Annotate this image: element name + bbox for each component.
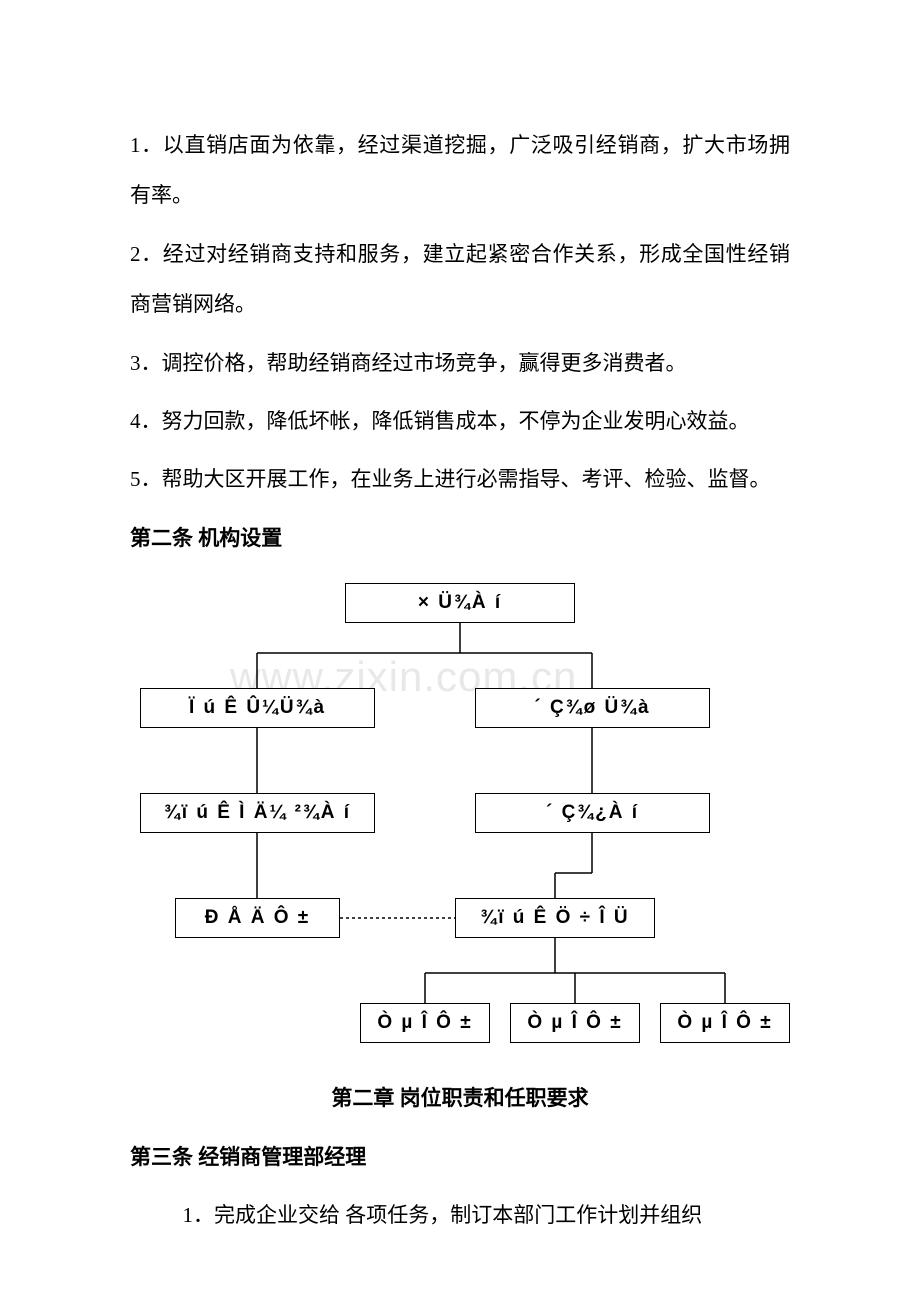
article-2-heading: 第二条 机构设置 [130, 513, 790, 563]
chart-node-l2a: Ï ú Ê Û¼Ü¾à [140, 688, 375, 728]
chart-node-l3b: ´ Ç¾¿À í [475, 793, 710, 833]
chart-node-top: × Ü¾À í [345, 583, 575, 623]
paragraph-2: 2．经过对经销商支持和服务，建立起紧密合作关系，形成全国性经销商营销网络。 [130, 229, 790, 330]
paragraph-3: 3．调控价格，帮助经销商经过市场竞争，赢得更多消费者。 [130, 338, 790, 388]
org-chart: www.zixin.com.cn × Ü¾À íÏ ú Ê Û¼Ü¾à´ Ç¾ø… [130, 583, 790, 1053]
paragraph-5: 5．帮助大区开展工作，在业务上进行必需指导、考评、检验、监督。 [130, 454, 790, 504]
article-3-heading: 第三条 经销商管理部经理 [130, 1132, 790, 1182]
numbered-item-1: 1．完成企业交给 各项任务，制订本部门工作计划并组织 [130, 1190, 790, 1240]
chapter-2-heading: 第二章 岗位职责和任职要求 [130, 1073, 790, 1123]
chart-node-l4a: Ð Å Ä Ô ± [175, 898, 340, 938]
paragraph-4: 4．努力回款，降低坏帐，降低销售成本，不停为企业发明心效益。 [130, 396, 790, 446]
chart-node-l2b: ´ Ç¾ø Ü¾à [475, 688, 710, 728]
chart-node-l5a: Ò µ Î Ô ± [360, 1003, 490, 1043]
chart-node-l3a: ¾ï ú Ê Ì Ä¼ ²¾À í [140, 793, 375, 833]
chart-node-l4b: ¾ï ú Ê Ö ÷ Î Ü [455, 898, 655, 938]
chart-node-l5c: Ò µ Î Ô ± [660, 1003, 790, 1043]
chart-node-l5b: Ò µ Î Ô ± [510, 1003, 640, 1043]
paragraph-1: 1．以直销店面为依靠，经过渠道挖掘，广泛吸引经销商，扩大市场拥有率。 [130, 120, 790, 221]
